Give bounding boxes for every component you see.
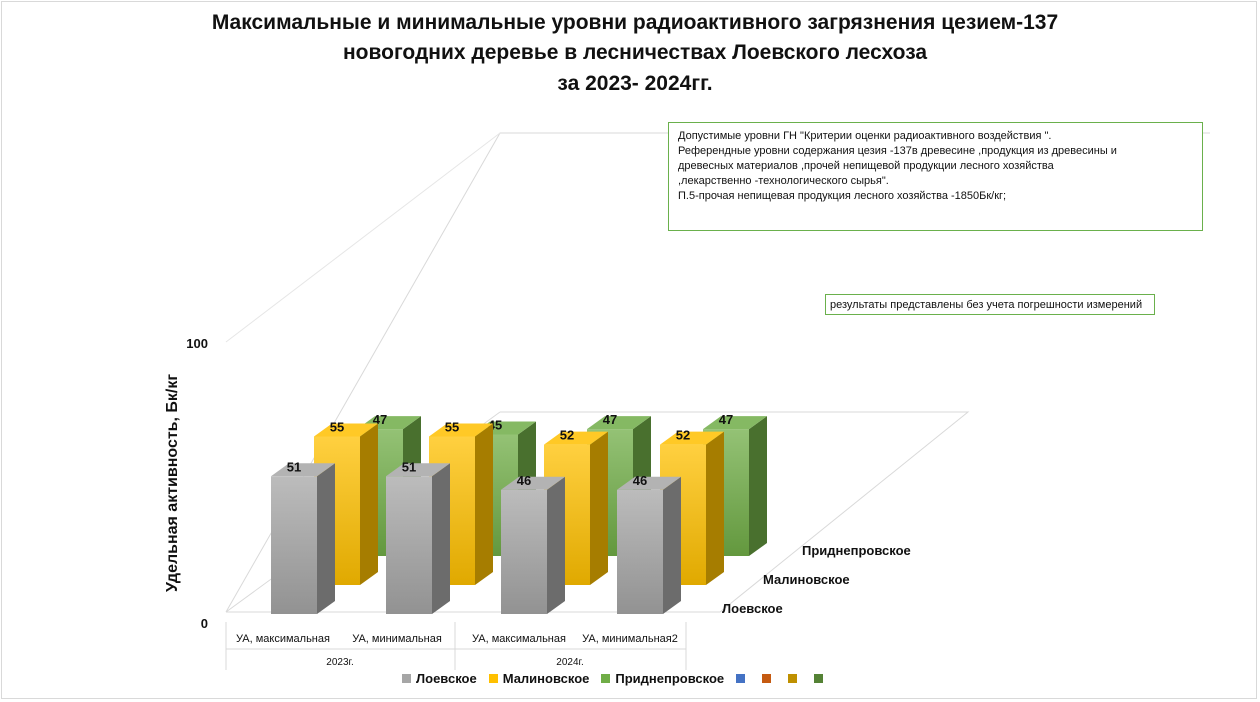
gridline-100 xyxy=(225,132,501,343)
legend-label: Малиновское xyxy=(502,671,590,686)
legend-item: Лоевское xyxy=(402,671,477,686)
legend-swatch xyxy=(402,674,411,683)
data-label: 46 xyxy=(517,473,531,488)
legend-item: Малиновское xyxy=(488,671,590,686)
note-line: П.5-прочая непищевая продукция лесного х… xyxy=(678,190,1007,202)
data-label: 46 xyxy=(633,473,647,488)
bar-side xyxy=(547,476,565,614)
bar-side xyxy=(475,423,493,585)
legend-item xyxy=(762,674,776,683)
legend-swatch xyxy=(736,674,746,683)
chart-title-line-1: Максимальные и минимальные уровни радиоа… xyxy=(211,11,1059,34)
data-label: 55 xyxy=(445,420,459,435)
note-line: Референдные уровни содержания цезия -137… xyxy=(678,145,1117,157)
bar-top xyxy=(501,476,565,490)
bar-Лоевское-1: 51 xyxy=(386,459,450,614)
legend-item xyxy=(788,674,802,683)
data-label: 47 xyxy=(603,412,617,427)
bar-Лоевское-0: 51 xyxy=(271,459,335,614)
note-line: Допустимые уровни ГН "Критерии оценки ра… xyxy=(678,130,1052,142)
bar-top xyxy=(386,463,450,477)
bar-side xyxy=(360,423,378,585)
bar-top xyxy=(703,416,767,430)
measurement-note-box: результаты представлены без учета погреш… xyxy=(825,294,1155,315)
legend-swatch xyxy=(601,674,611,683)
bar-side xyxy=(432,463,450,614)
x-category-label: УА, максимальная xyxy=(236,633,330,645)
bar-top xyxy=(271,463,335,477)
floor-outline xyxy=(226,411,970,613)
bar-front xyxy=(617,489,663,614)
bar-top xyxy=(617,476,681,490)
data-label: 55 xyxy=(330,420,344,435)
x-group-label: 2024г. xyxy=(556,657,583,668)
bar-front xyxy=(271,476,317,614)
chart-legend: Лоевское Малиновское Приднепровское xyxy=(402,671,840,686)
bar-side xyxy=(317,463,335,614)
bar-Лоевское-3: 46 xyxy=(617,473,681,614)
bar-top xyxy=(544,431,608,445)
regulation-note-box: Допустимые уровни ГН "Критерии оценки ра… xyxy=(668,122,1203,231)
bar-side xyxy=(749,416,767,556)
measurement-note-text: результаты представлены без учета погреш… xyxy=(830,299,1143,311)
data-label: 52 xyxy=(560,428,574,443)
bar-top xyxy=(587,416,651,430)
bar-side xyxy=(590,431,608,585)
bar-Лоевское-2: 46 xyxy=(501,473,565,614)
depth-axis-label: Лоевское xyxy=(722,601,783,616)
y-tick-label: 100 xyxy=(186,336,208,351)
data-label: 52 xyxy=(676,428,690,443)
data-label: 51 xyxy=(287,459,301,474)
x-category-label: УА, максимальная xyxy=(472,633,566,645)
legend-item xyxy=(736,674,750,683)
bar-side xyxy=(663,476,681,614)
chart-title-line-3: за 2023- 2024гг. xyxy=(557,72,713,95)
data-label: 51 xyxy=(402,459,416,474)
bar-top xyxy=(429,423,493,437)
bar-top xyxy=(660,431,724,445)
legend-swatch xyxy=(488,674,498,683)
legend-swatch xyxy=(788,674,798,683)
x-category-label: УА, минимальная2 xyxy=(582,633,678,645)
y-tick-label: 0 xyxy=(201,616,208,631)
note-line: ,лекарственно -технологического сырья". xyxy=(678,175,889,187)
x-category-label: УА, минимальная xyxy=(352,633,442,645)
bar-side xyxy=(706,431,724,585)
note-line: древесных материалов ,прочей непищевой п… xyxy=(678,160,1054,172)
legend-swatch xyxy=(762,674,772,683)
y-axis-title: Удельная активность, Бк/кг xyxy=(164,374,181,592)
depth-axis-label: Приднепровское xyxy=(802,543,911,558)
x-group-label: 2023г. xyxy=(326,657,353,668)
data-label: 47 xyxy=(373,412,387,427)
bar-front xyxy=(501,489,547,614)
legend-label: Приднепровское xyxy=(615,671,725,686)
bar-top xyxy=(314,423,378,437)
data-label: 47 xyxy=(719,412,733,427)
legend-label: Лоевское xyxy=(416,671,477,686)
legend-swatch xyxy=(814,674,824,683)
legend-item xyxy=(814,674,828,683)
legend-item: Приднепровское xyxy=(601,671,724,686)
chart-title-line-2: новогодних деревье в лесничествах Лоевск… xyxy=(342,41,928,64)
depth-axis-label: Малиновское xyxy=(763,572,850,587)
bar-front xyxy=(386,476,432,614)
